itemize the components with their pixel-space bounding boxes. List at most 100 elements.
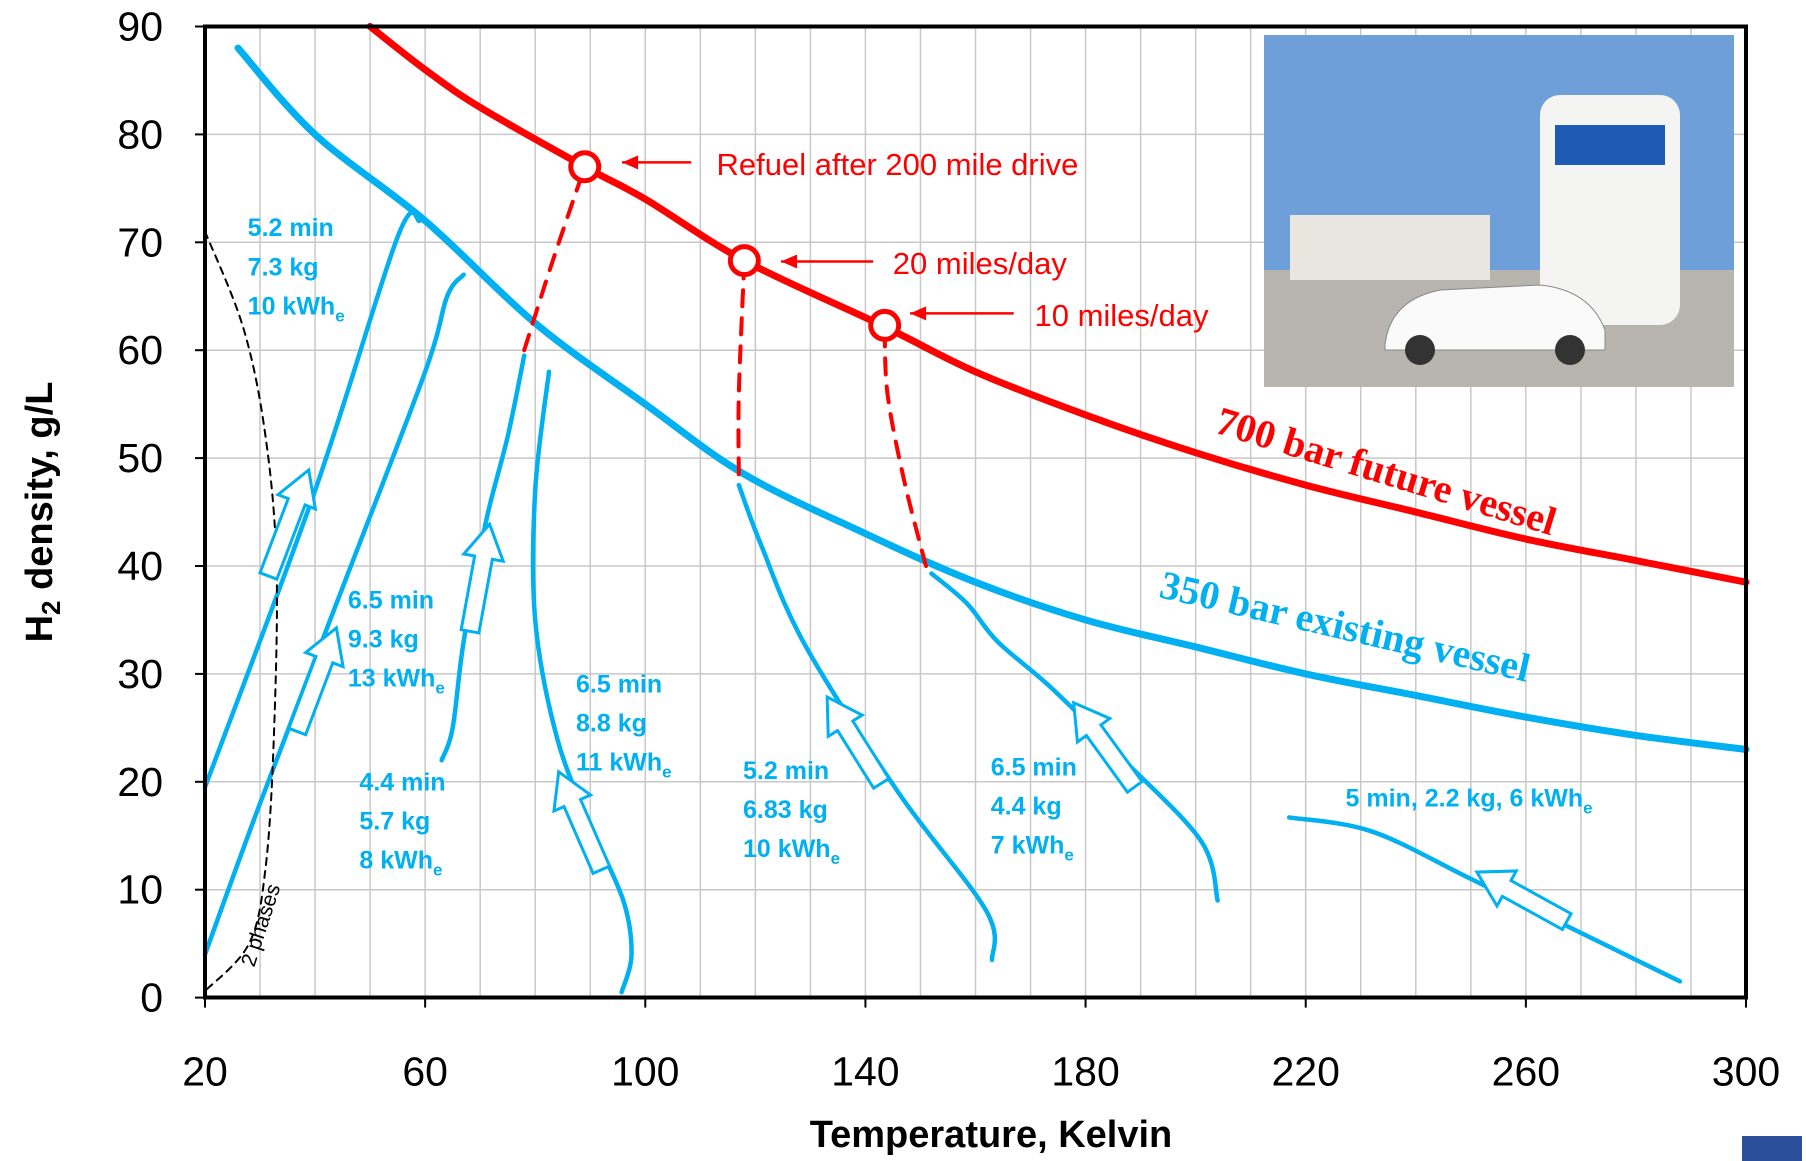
refuel-label: 10 kWhe	[248, 292, 345, 325]
refuel-label: 5.2 min	[743, 757, 829, 785]
refuel-label-text: 6.5 min	[348, 586, 434, 614]
annotation: 10 miles/day	[1034, 298, 1209, 333]
series-name: 2 phases	[237, 881, 285, 969]
refuel-label-text: 10 kWh	[743, 835, 831, 863]
series-line	[234, 44, 1750, 753]
series-line	[202, 272, 466, 957]
y-tick-label: 50	[117, 435, 163, 481]
logo	[1742, 1136, 1802, 1161]
refuel-label: 5.7 kg	[359, 807, 430, 835]
series-line	[522, 164, 587, 353]
refuel-label-text: 4.4 min	[359, 768, 445, 796]
refuel-label-text: 5.2 min	[248, 214, 334, 242]
y-axis-title: H2 density, g/L	[19, 382, 66, 643]
refuel-label-sub: e	[831, 849, 840, 868]
series-line	[929, 571, 1220, 903]
y-title-sub: 2	[36, 600, 66, 614]
refuel-label-text: 4.4 kg	[991, 792, 1062, 820]
annotation: Refuel after 200 mile drive	[717, 147, 1079, 182]
y-tick-label: 60	[117, 327, 163, 373]
flow-arrow	[1071, 700, 1145, 795]
x-tick-label: 60	[402, 1049, 448, 1095]
x-tick-label: 220	[1272, 1049, 1340, 1095]
y-title-part: H	[19, 615, 61, 642]
refuel-label-text: 6.83 kg	[743, 796, 828, 824]
refuel-label: 7.3 kg	[248, 253, 319, 281]
refuel-label: 6.5 min	[348, 586, 434, 614]
y-tick-label: 70	[117, 219, 163, 265]
refuel-label: 6.5 min	[991, 753, 1077, 781]
refuel-label-text: 6.5 min	[991, 753, 1077, 781]
series-line	[1286, 815, 1683, 984]
refuel-label-text: 6.5 min	[576, 670, 662, 698]
series-name: 350 bar existing vessel	[1156, 562, 1535, 691]
flow-arrow	[258, 467, 318, 582]
y-tick-label: 80	[117, 111, 163, 157]
x-axis-title: Temperature, Kelvin	[810, 1114, 1173, 1156]
refuel-label: 4.4 min	[359, 768, 445, 796]
refuel-label: 6.83 kg	[743, 796, 828, 824]
refuel-point	[868, 308, 902, 342]
refuel-label: 7 kWhe	[991, 832, 1074, 865]
refuel-label-text: 13 kWh	[348, 665, 436, 693]
refuel-label-sub: e	[1583, 798, 1592, 817]
series-line	[736, 258, 747, 477]
refuel-label-text: 7 kWh	[991, 832, 1065, 860]
x-tick-label: 140	[831, 1049, 899, 1095]
y-tick-label: 40	[117, 543, 163, 589]
refuel-label: 8.8 kg	[576, 710, 647, 738]
plot-frame	[203, 24, 1748, 1000]
refuel-point	[727, 244, 761, 278]
photo-tank-logo	[1555, 125, 1665, 165]
y-tick-label: 90	[117, 4, 163, 50]
refuel-label: 5.2 min	[248, 214, 334, 242]
refuel-label: 13 kWhe	[348, 665, 445, 698]
refuel-label-text: 9.3 kg	[348, 625, 419, 653]
refuel-label: 5 min, 2.2 kg, 6 kWhe	[1346, 784, 1593, 817]
y-title-part: density, g/L	[19, 382, 61, 601]
refuel-label-text: 10 kWh	[248, 292, 336, 320]
y-tick-label: 0	[140, 975, 163, 1021]
photo-wheel	[1555, 335, 1585, 365]
x-tick-label: 260	[1492, 1049, 1560, 1095]
x-tick-label: 100	[611, 1049, 679, 1095]
refuel-label: 4.4 kg	[991, 792, 1062, 820]
series-line	[882, 323, 928, 568]
refuel-label-text: 7.3 kg	[248, 253, 319, 281]
refuel-label-sub: e	[662, 763, 671, 782]
photo	[1264, 35, 1734, 387]
series-line	[736, 482, 998, 963]
refuel-label-sub: e	[435, 679, 444, 698]
refuel-label: 8 kWhe	[359, 847, 442, 880]
series-line	[202, 210, 422, 790]
logo-mark	[1742, 1136, 1802, 1161]
x-tick-label: 20	[182, 1049, 228, 1095]
refuel-point	[568, 150, 602, 184]
y-tick-label: 10	[117, 867, 163, 913]
refuel-label-sub: e	[433, 861, 442, 880]
flow-arrow	[459, 521, 506, 635]
photo-building	[1290, 215, 1490, 280]
flow-arrow	[552, 769, 612, 876]
refuel-label-sub: e	[335, 306, 344, 325]
flow-arrow	[286, 625, 346, 737]
series-line	[366, 23, 1750, 586]
photo-wheel	[1405, 335, 1435, 365]
refuel-label-text: 5.2 min	[743, 757, 829, 785]
y-tick-label: 30	[117, 651, 163, 697]
refuel-label-text: 5 min, 2.2 kg, 6 kWh	[1346, 784, 1584, 812]
annotation-arrowhead	[910, 306, 927, 321]
x-tick-label: 180	[1051, 1049, 1119, 1095]
flow-arrow	[825, 694, 891, 791]
photo-car	[1384, 284, 1606, 351]
refuel-label-text: 8.8 kg	[576, 710, 647, 738]
refuel-label-text: 11 kWh	[576, 749, 662, 777]
x-tick-label: 300	[1712, 1049, 1780, 1095]
series-line	[530, 369, 634, 995]
refuel-label-sub: e	[1064, 846, 1073, 865]
refuel-label-text: 5.7 kg	[359, 807, 430, 835]
series-line	[204, 230, 278, 993]
annotation-arrowhead	[781, 254, 798, 269]
flow-arrow	[1474, 869, 1574, 932]
